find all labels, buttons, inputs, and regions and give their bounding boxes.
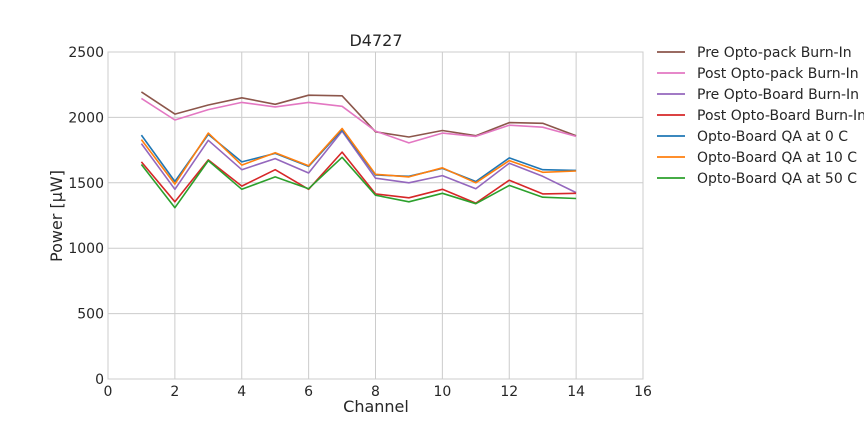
y-axis-label: Power [μW]: [47, 170, 66, 262]
x-tick-label: 14: [567, 384, 585, 400]
x-axis-label: Channel: [343, 397, 409, 416]
y-tick-label: 1000: [68, 241, 104, 257]
y-tick-labels: 0 500 1000 1500 2000 2500: [68, 45, 104, 388]
x-tick-label: 16: [634, 384, 652, 400]
y-tick-label: 0: [95, 372, 104, 388]
y-tick-label: 2500: [68, 45, 104, 61]
x-tick-label: 0: [104, 384, 113, 400]
legend-label: Pre Opto-Board Burn-In: [697, 87, 859, 103]
y-tick-label: 500: [77, 307, 104, 323]
legend-label: Post Opto-pack Burn-In: [697, 66, 859, 82]
legend: Pre Opto-pack Burn-In Post Opto-pack Burn…: [657, 45, 864, 187]
legend-label: Opto-Board QA at 50 C: [697, 171, 857, 187]
x-tick-label: 12: [500, 384, 518, 400]
x-tick-label: 8: [371, 384, 380, 400]
legend-label: Opto-Board QA at 0 C: [697, 129, 848, 145]
x-tick-label: 6: [304, 384, 313, 400]
legend-label: Opto-Board QA at 10 C: [697, 150, 857, 166]
series-line-opto-board-qa-at-50-c: [140, 156, 577, 209]
y-tick-label: 2000: [68, 110, 104, 126]
series-line-post-opto-board-burn-in: [140, 151, 577, 204]
x-tick-label: 2: [170, 384, 179, 400]
legend-label: Pre Opto-pack Burn-In: [697, 45, 852, 61]
series-line-opto-board-qa-at-10-c: [140, 127, 577, 185]
series-lines: [140, 91, 577, 209]
chart-title: D4727: [349, 31, 402, 50]
x-tick-labels: 0 2 4 6 8 10 12 14 16: [104, 384, 652, 400]
legend-label: Post Opto-Board Burn-In: [697, 108, 864, 124]
series-line-pre-opto-board-burn-in: [140, 130, 577, 194]
x-tick-label: 4: [237, 384, 246, 400]
gridlines: [107, 51, 644, 380]
series-line-post-opto-pack-burn-in: [140, 97, 577, 144]
x-tick-label: 10: [433, 384, 451, 400]
plot-frame: [107, 51, 644, 380]
y-tick-label: 1500: [68, 176, 104, 192]
series-line-pre-opto-pack-burn-in: [140, 91, 577, 138]
